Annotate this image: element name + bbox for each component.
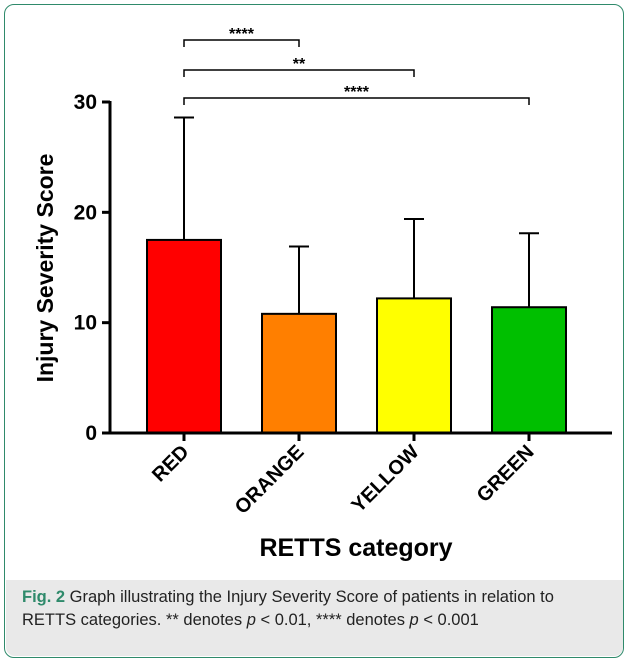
significance-label: ****	[229, 26, 255, 43]
bar-yellow	[376, 297, 452, 435]
bar-orange	[261, 312, 337, 434]
caption-text-3: < 0.001	[418, 611, 479, 629]
x-tick-label-orange: ORANGE	[231, 441, 309, 519]
y-tick-label: 0	[85, 422, 97, 445]
significance-label: ****	[344, 84, 370, 101]
significance-bracket	[183, 97, 530, 105]
caption-text-2: < 0.01, **** denotes	[255, 611, 410, 629]
significance-bracket	[183, 69, 415, 77]
y-axis-label: Injury Severity Score	[32, 154, 58, 383]
significance-label: **	[293, 56, 306, 73]
y-tick-label: 20	[74, 201, 97, 224]
figure-label: Fig. 2	[22, 588, 66, 606]
bar-red	[146, 238, 222, 434]
caption-p-2: p	[409, 611, 419, 629]
x-tick-label-yellow: YELLOW	[347, 441, 423, 517]
figure-caption: Fig. 2 Graph illustrating the Injury Sev…	[22, 586, 612, 632]
bar-green	[491, 306, 567, 434]
y-tick-label: 10	[74, 312, 97, 335]
x-axis-label: RETTS category	[259, 534, 452, 562]
caption-background	[6, 580, 623, 656]
x-tick-label-red: RED	[148, 441, 193, 486]
caption-text-1: Graph illustrating the Injury Severity S…	[22, 588, 554, 629]
caption-p-1: p	[246, 611, 256, 629]
significance-bracket	[183, 39, 300, 47]
y-tick-label: 30	[74, 91, 97, 114]
x-tick-label-green: GREEN	[473, 441, 539, 507]
